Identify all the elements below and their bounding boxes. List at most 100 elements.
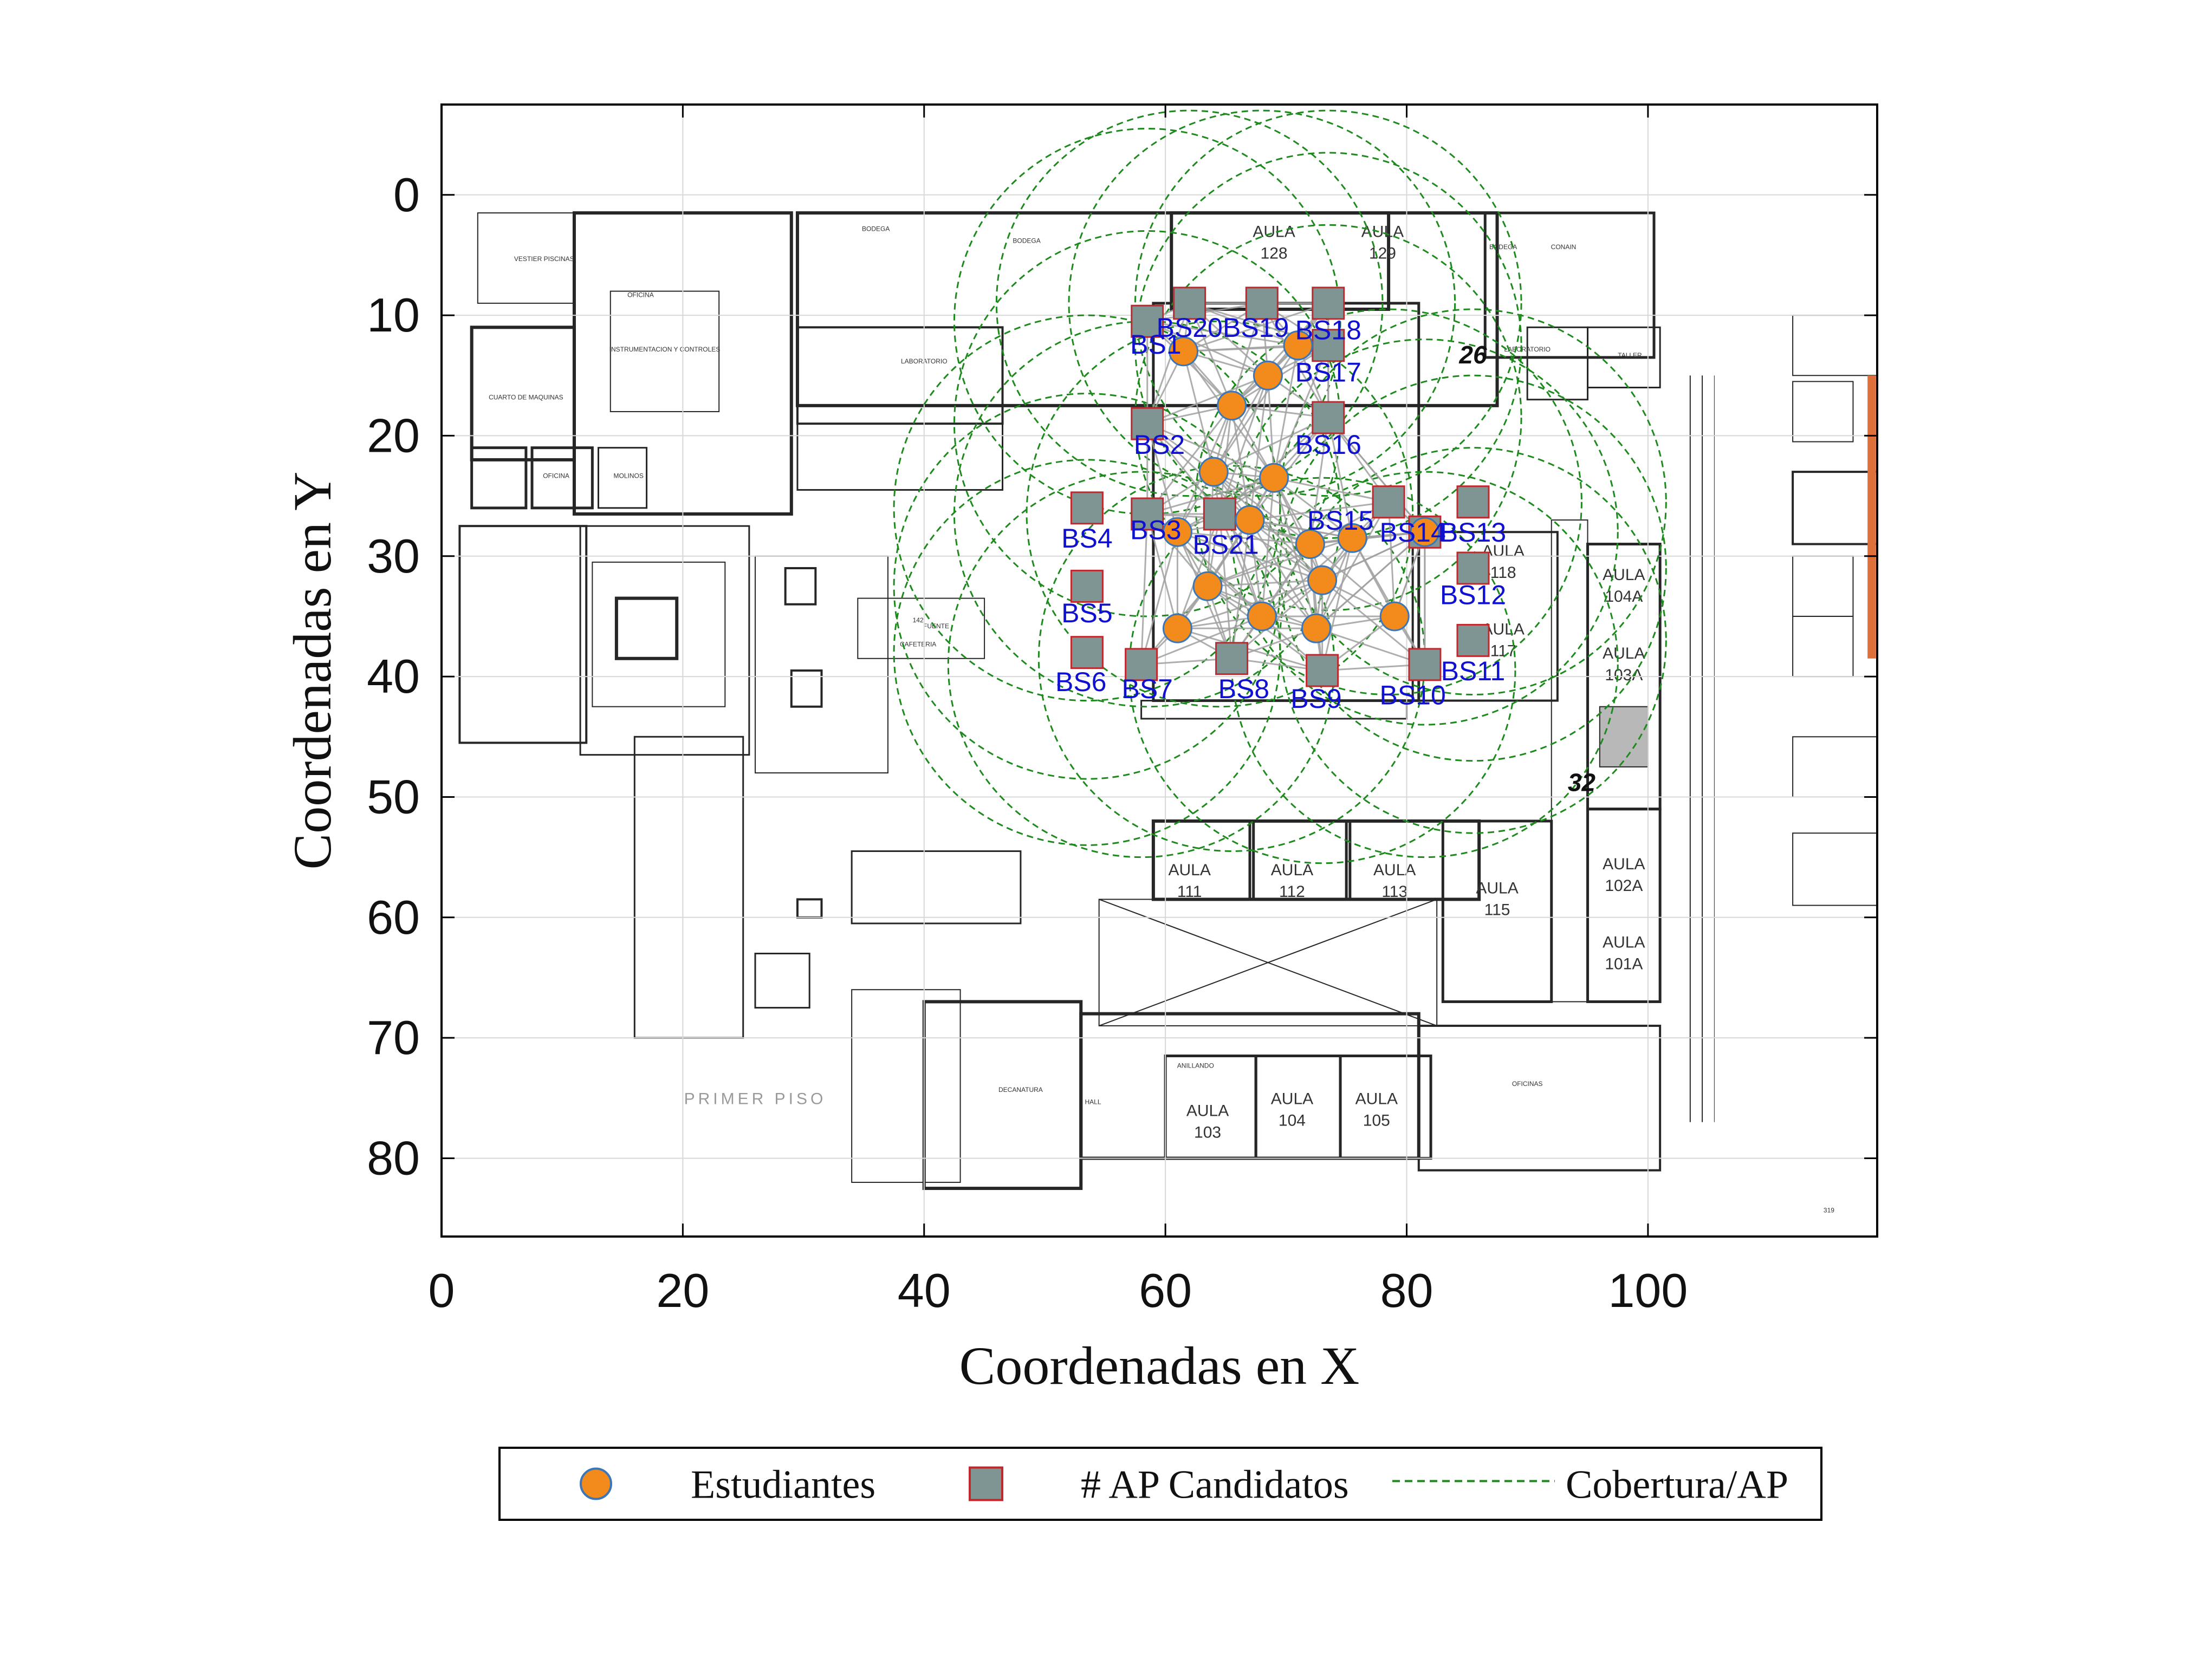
- student-link: [1183, 351, 1215, 472]
- coverage-circle: [1128, 477, 1516, 864]
- student-link: [1146, 513, 1178, 629]
- student-link: [1309, 544, 1324, 671]
- x-tick-label: 40: [898, 1264, 951, 1317]
- room-oficinas-north: [796, 422, 1004, 491]
- student-link: [1352, 537, 1426, 665]
- student-link: [1176, 513, 1221, 629]
- ap-label: BS5: [1061, 598, 1113, 628]
- pillar-a: [784, 567, 817, 606]
- plan-text-label: CAFETERIA: [900, 641, 936, 648]
- plan-text-label: OFICINA: [543, 472, 569, 479]
- room-name-label: AULA: [1168, 861, 1210, 879]
- y-tick-label: 50: [367, 770, 420, 823]
- coverage-circle: [1134, 109, 1522, 497]
- ap-label: BS6: [1055, 667, 1107, 697]
- student-link: [1261, 478, 1275, 617]
- room-name-label: AULA: [1476, 879, 1518, 897]
- coverage-circle: [1195, 308, 1582, 695]
- student-marker: [1283, 330, 1313, 361]
- student-link: [1249, 375, 1269, 521]
- room-number-label: 113: [1381, 883, 1407, 901]
- student-link: [1273, 345, 1329, 478]
- student-link: [1177, 531, 1311, 545]
- ap-label: BS18: [1295, 315, 1361, 346]
- plan-text-label: TALLER: [1618, 352, 1642, 359]
- student-marker: [1162, 517, 1192, 547]
- room-name-label: AULA: [1186, 1102, 1229, 1120]
- room-number-label: 101A: [1605, 955, 1643, 973]
- student-marker: [1295, 529, 1325, 559]
- coverage-circle: [1231, 339, 1619, 726]
- student-link: [1315, 501, 1390, 629]
- room-number-label: 103A: [1605, 666, 1643, 684]
- student-link: [1327, 417, 1353, 538]
- student-link: [1183, 302, 1329, 353]
- plan-text-label: DECANATURA: [998, 1086, 1043, 1094]
- cafeteria-block: [614, 596, 679, 660]
- plan-text-label: HALL: [1085, 1098, 1101, 1105]
- room-name-label: AULA: [1271, 1090, 1313, 1108]
- room-number-label: 103: [1194, 1124, 1221, 1142]
- plan-text-label: 319: [1824, 1207, 1834, 1214]
- ap-label: BS12: [1440, 580, 1506, 610]
- y-tick-label: 0: [393, 168, 420, 222]
- student-link: [1177, 531, 1323, 581]
- student-link: [1218, 513, 1263, 617]
- student-link: [1261, 537, 1353, 617]
- ap-candidate-marker: [1070, 491, 1104, 525]
- ap-label: BS2: [1134, 430, 1185, 460]
- room-office-b: [530, 446, 594, 510]
- student-link: [1249, 417, 1329, 521]
- student-marker: [1307, 565, 1338, 595]
- room-cuarto-maquinas: [470, 326, 576, 461]
- plaza-box: [1098, 899, 1438, 1026]
- student-marker: [1259, 463, 1289, 493]
- ap-candidate-marker: [1125, 648, 1158, 681]
- edge-marker: [1867, 375, 1876, 659]
- student-link: [1213, 471, 1311, 545]
- student-link: [1189, 303, 1233, 406]
- student-link: [1321, 531, 1425, 581]
- axes: 0 20 40 60 80 100 0 10 20 30 40 50 60 70 80 Coordenadas…: [282, 103, 1878, 1396]
- annotation-label: 32: [1568, 768, 1596, 796]
- student-link: [1231, 519, 1251, 659]
- ap-label: BS3: [1130, 515, 1182, 545]
- ap-label: BS14: [1379, 517, 1445, 548]
- student-link: [1261, 303, 1329, 418]
- student-link: [1212, 471, 1263, 617]
- student-link: [1146, 405, 1233, 515]
- ap-candidate-marker: [1203, 497, 1236, 531]
- legend-label: # AP Candidatos: [1081, 1463, 1349, 1507]
- student-link: [1177, 627, 1323, 672]
- plan-text-label: BODEGA: [1013, 237, 1040, 245]
- coverage-circle: [893, 459, 1281, 846]
- ap-label: BS19: [1223, 313, 1289, 343]
- student-link: [1309, 543, 1396, 617]
- legend: Estudiantes # AP Candidatos Cobertura/AP: [498, 1447, 1822, 1521]
- ap-label: BS10: [1379, 680, 1445, 710]
- student-link: [1146, 303, 1191, 424]
- student-link: [1315, 531, 1425, 629]
- student-link: [1274, 477, 1389, 503]
- ap-candidate-marker: [1312, 287, 1345, 320]
- student-link: [1207, 537, 1353, 587]
- student-marker: [1379, 601, 1410, 632]
- ap-label: BS20: [1157, 313, 1223, 343]
- student-link: [1231, 303, 1263, 406]
- plan-text-label: OFICINAS: [1512, 1080, 1543, 1088]
- y-tick-label: 10: [367, 288, 420, 342]
- ap-candidate-marker: [1456, 485, 1490, 519]
- legend-label: Cobertura/AP: [1566, 1463, 1788, 1507]
- plan-text-label: FUENTE: [923, 622, 949, 630]
- coverage-circle: [1231, 471, 1619, 858]
- coverage-circle: [1134, 224, 1522, 611]
- student-link: [1189, 302, 1299, 347]
- room-office-a: [470, 446, 528, 510]
- coverage-circle: [1279, 374, 1667, 762]
- student-marker: [1253, 360, 1283, 391]
- ap-candidates: [1070, 287, 1490, 687]
- legend-ap-icon: [969, 1466, 1003, 1501]
- plan-text-label: 142: [913, 616, 924, 624]
- plan-text-label: MOLINOS: [613, 472, 643, 479]
